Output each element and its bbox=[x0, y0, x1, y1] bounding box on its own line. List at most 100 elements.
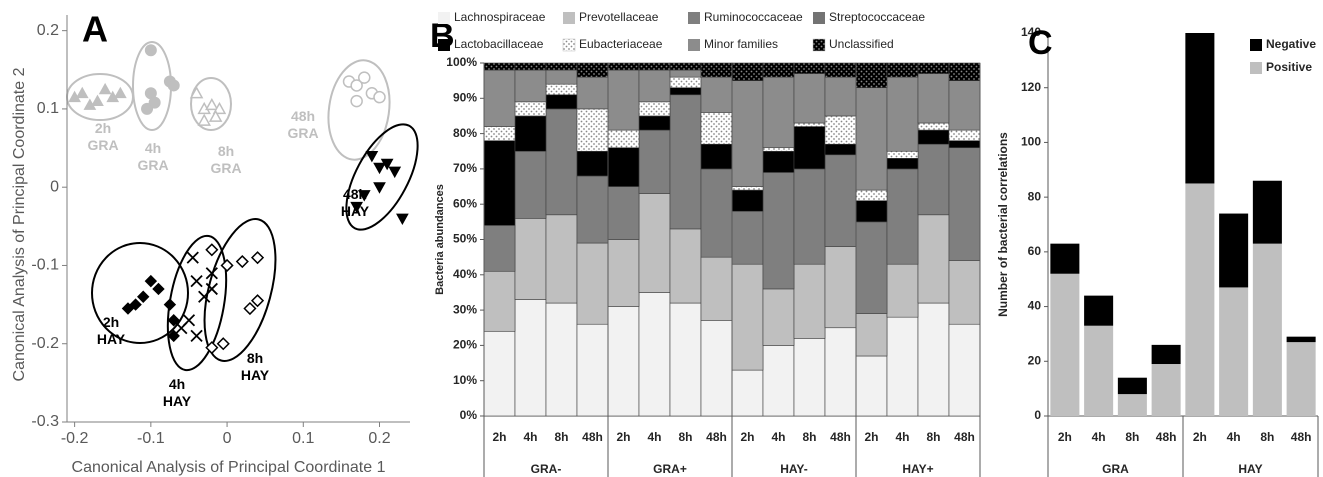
bar-segment bbox=[762, 76, 795, 149]
bar-segment bbox=[607, 306, 640, 417]
y-tick-label: 120 bbox=[1021, 80, 1041, 94]
bar-segment bbox=[731, 189, 764, 212]
bar-segment bbox=[793, 122, 826, 127]
y-tick-label: 100% bbox=[446, 55, 477, 69]
group-label: GRA+ bbox=[653, 462, 687, 476]
bar-segment bbox=[824, 154, 857, 247]
bar-segment bbox=[948, 260, 981, 325]
bar-segment bbox=[1185, 33, 1215, 184]
point bbox=[144, 44, 157, 57]
y-tick-label: 60 bbox=[1028, 244, 1042, 258]
bar-segment bbox=[638, 115, 671, 131]
y-tick-label: 80% bbox=[453, 126, 477, 140]
bar-segment bbox=[545, 108, 578, 216]
bar-segment bbox=[855, 62, 888, 89]
bar-segment bbox=[762, 345, 795, 417]
y-tick-label: 40 bbox=[1028, 299, 1042, 313]
bar-segment bbox=[824, 246, 857, 329]
point bbox=[250, 294, 265, 308]
point bbox=[205, 282, 218, 296]
point bbox=[129, 298, 142, 311]
bar-segment bbox=[545, 83, 578, 96]
group-label: 8h HAY bbox=[240, 350, 270, 383]
point bbox=[167, 79, 180, 92]
bar-segment bbox=[483, 126, 516, 141]
point bbox=[205, 341, 219, 355]
legend-label: Streptococcaceae bbox=[829, 10, 925, 24]
point bbox=[98, 82, 112, 95]
x-tick-label: 8h bbox=[678, 430, 692, 444]
bar-segment bbox=[669, 94, 702, 230]
y-tick-label: 0.2 bbox=[37, 22, 59, 39]
bar-segment bbox=[545, 94, 578, 110]
legend-swatch bbox=[438, 39, 450, 51]
y-tick-label: 140 bbox=[1021, 25, 1041, 39]
bar-segment bbox=[886, 62, 919, 78]
bar-segment bbox=[793, 62, 826, 74]
legend-label: Unclassified bbox=[829, 37, 894, 51]
point bbox=[189, 86, 204, 99]
bar-segment bbox=[638, 69, 671, 103]
legend-swatch bbox=[438, 12, 450, 24]
ellipse bbox=[190, 77, 232, 131]
ellipse bbox=[345, 123, 419, 231]
x-axis-label: Canonical Analysis of Principal Coordina… bbox=[72, 459, 386, 476]
point bbox=[148, 96, 161, 109]
bar-segment bbox=[855, 189, 888, 201]
x-tick-label: 0.1 bbox=[292, 430, 314, 447]
x-tick-label: 8h bbox=[1125, 430, 1139, 444]
bar-segment bbox=[917, 122, 950, 131]
bar-segment bbox=[917, 214, 950, 304]
bar-segment bbox=[700, 76, 733, 113]
bar-segment bbox=[607, 129, 640, 149]
bar-segment bbox=[1117, 377, 1147, 395]
bar-segment bbox=[1185, 183, 1215, 416]
point bbox=[358, 71, 371, 84]
legend-label: Prevotellaceae bbox=[579, 10, 659, 24]
group-label: 4h HAY bbox=[162, 376, 192, 409]
point bbox=[68, 90, 81, 103]
y-tick-label: 50% bbox=[453, 232, 477, 246]
legend-label: Eubacteriaceae bbox=[579, 37, 663, 51]
legend-swatch bbox=[1250, 39, 1262, 51]
bar-segment bbox=[669, 62, 702, 71]
point bbox=[357, 190, 371, 202]
y-axis-label: Bacteria abundances bbox=[434, 184, 446, 295]
y-tick-label: 0% bbox=[460, 408, 478, 422]
bar-segment bbox=[917, 73, 950, 124]
bar-segment bbox=[855, 87, 888, 191]
group-label: 48h GRA bbox=[287, 108, 319, 141]
point bbox=[350, 94, 363, 108]
point bbox=[212, 101, 227, 115]
point bbox=[205, 267, 218, 280]
point bbox=[380, 158, 394, 171]
bar-segment bbox=[948, 62, 981, 81]
point bbox=[205, 243, 219, 257]
y-tick-label: -0.2 bbox=[31, 335, 59, 352]
bar-segment bbox=[483, 225, 516, 272]
point bbox=[163, 298, 177, 311]
bar-segment bbox=[576, 242, 609, 325]
bar-segment bbox=[886, 76, 919, 152]
bar-segment bbox=[948, 129, 981, 141]
bar-segment bbox=[762, 288, 795, 346]
bar-segment bbox=[576, 150, 609, 177]
point bbox=[137, 290, 150, 303]
bar-segment bbox=[762, 172, 795, 290]
bar-segment bbox=[1151, 364, 1181, 416]
point bbox=[144, 274, 158, 288]
point bbox=[91, 94, 104, 106]
bar-segment bbox=[731, 369, 764, 417]
point bbox=[152, 282, 165, 296]
bar-segment bbox=[576, 108, 609, 152]
legend-label: Ruminococcaceae bbox=[704, 10, 803, 24]
point bbox=[396, 213, 409, 226]
bar-segment bbox=[514, 101, 547, 117]
bar-segment bbox=[948, 323, 981, 417]
bar-segment bbox=[483, 69, 516, 127]
point bbox=[208, 109, 223, 122]
point bbox=[186, 251, 199, 264]
y-tick-label: 90% bbox=[453, 90, 477, 104]
bar-segment bbox=[700, 62, 733, 78]
